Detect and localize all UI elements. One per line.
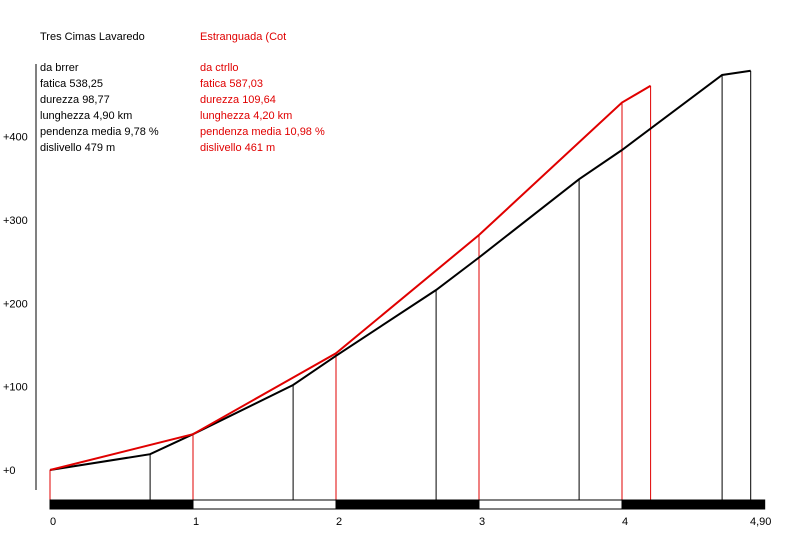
info-line: durezza 109,64 <box>200 94 276 106</box>
info-line: dislivello 461 m <box>200 142 276 154</box>
info-line: dislivello 479 m <box>40 142 116 154</box>
info-line: da brrer <box>40 62 79 74</box>
km-scale-segment <box>335 499 480 510</box>
x-tick-label: 2 <box>336 516 342 528</box>
y-tick-label: +0 <box>3 465 16 477</box>
y-tick-label: +400 <box>3 132 28 144</box>
info-line: pendenza media 9,78 % <box>40 126 159 138</box>
info-line: lunghezza 4,20 km <box>200 110 293 122</box>
km-scale-segment <box>192 499 337 510</box>
info-line: durezza 98,77 <box>40 94 110 106</box>
info-line: pendenza media 10,98 % <box>200 126 325 138</box>
y-tick-label: +300 <box>3 215 28 227</box>
km-scale-segment <box>621 499 752 510</box>
series-line-b <box>49 84 652 471</box>
info-line: lunghezza 4,90 km <box>40 110 133 122</box>
info-line: fatica 587,03 <box>200 78 263 90</box>
profile-title: Estranguada (Cot <box>200 31 287 43</box>
km-scale-segment <box>49 499 194 510</box>
series-line-a <box>49 69 751 471</box>
y-tick-label: +200 <box>3 298 28 310</box>
x-tick-label: 4,90 <box>750 516 771 528</box>
info-panel-a: Tres Cimas Lavaredo da brrer fatica 538,… <box>40 29 159 156</box>
km-scale-segment <box>478 499 623 510</box>
y-tick-label: +100 <box>3 382 28 394</box>
x-tick-label: 3 <box>479 516 485 528</box>
info-line: da ctrllo <box>200 62 239 74</box>
info-panel-b: Estranguada (Cot da ctrllo fatica 587,03… <box>200 29 325 156</box>
info-line: fatica 538,25 <box>40 78 103 90</box>
x-tick-label: 0 <box>50 516 56 528</box>
x-tick-label: 4 <box>622 516 628 528</box>
x-tick-label: 1 <box>193 516 199 528</box>
km-scale-segment <box>750 499 766 510</box>
profile-title: Tres Cimas Lavaredo <box>40 31 145 43</box>
